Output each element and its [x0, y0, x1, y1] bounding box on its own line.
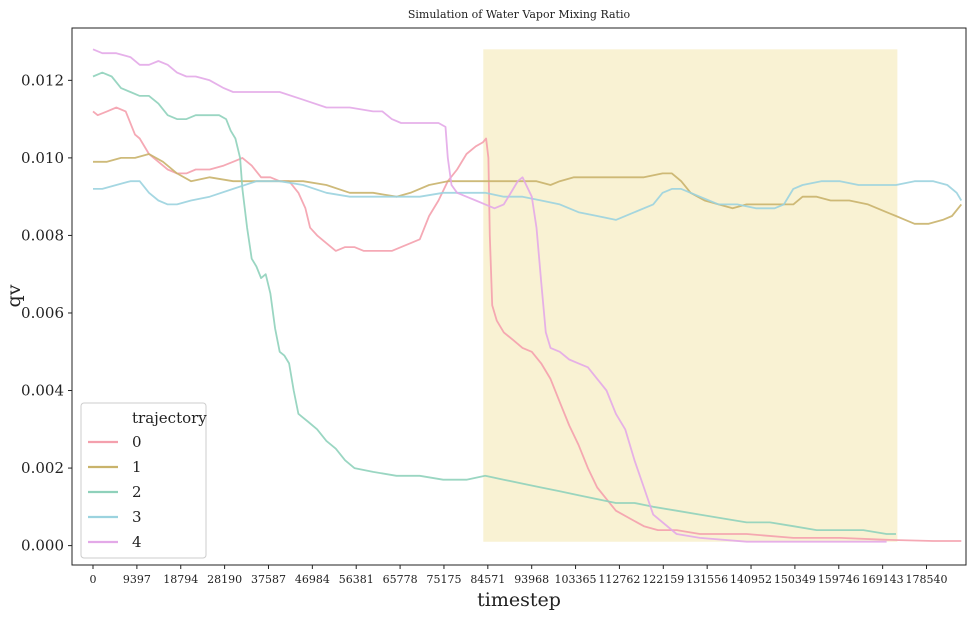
y-tick-label: 0.010	[21, 149, 64, 167]
x-axis-label: timestep	[477, 589, 561, 611]
y-tick-label: 0.006	[21, 304, 64, 322]
x-tick-label: 112762	[598, 573, 640, 586]
x-tick-label: 18794	[163, 573, 198, 586]
plot-frame	[71, 27, 967, 566]
x-tick-label: 93968	[514, 573, 549, 586]
highlight-region	[483, 49, 898, 542]
y-axis-label: qv	[3, 284, 25, 307]
y-tick-label: 0.000	[21, 537, 64, 555]
x-tick-label: 37587	[251, 573, 286, 586]
legend-label-3: 3	[132, 508, 142, 526]
series-line-2	[92, 71, 896, 535]
x-tick-label: 131556	[686, 573, 728, 586]
series-line-3	[93, 180, 963, 221]
legend-label-0: 0	[132, 433, 142, 451]
legend-title: trajectory	[132, 409, 207, 427]
x-tick-label: 75175	[426, 573, 461, 586]
x-tick-label: 103365	[555, 573, 597, 586]
x-tick-label: 178540	[906, 573, 948, 586]
x-tick-label: 46984	[295, 573, 330, 586]
legend-label-1: 1	[132, 458, 142, 476]
series-line-4	[92, 48, 887, 543]
x-tick-label: 122159	[642, 573, 684, 586]
legend: trajectory 0 1 2 3 4	[80, 402, 207, 559]
legend-label-2: 2	[132, 483, 142, 501]
series-line-0	[92, 106, 962, 542]
x-tick-label: 9397	[123, 573, 151, 586]
x-tick-label: 150349	[774, 573, 816, 586]
x-tick-label: 0	[90, 573, 97, 586]
y-tick-label: 0.012	[21, 71, 64, 89]
x-tick-label: 84571	[470, 573, 505, 586]
x-tick-label: 140952	[730, 573, 772, 586]
y-tick-label: 0.008	[21, 226, 64, 244]
series-line-1	[93, 153, 963, 225]
x-tick-label: 159746	[818, 573, 860, 586]
x-tick-label: 169143	[862, 573, 904, 586]
chart-title: Simulation of Water Vapor Mixing Ratio	[408, 8, 631, 21]
x-tick-label: 65778	[383, 573, 418, 586]
y-tick-label: 0.002	[21, 459, 64, 477]
y-tick-label: 0.004	[21, 382, 64, 400]
x-tick-label: 28190	[207, 573, 242, 586]
legend-label-4: 4	[132, 533, 142, 551]
x-tick-label: 56381	[339, 573, 374, 586]
